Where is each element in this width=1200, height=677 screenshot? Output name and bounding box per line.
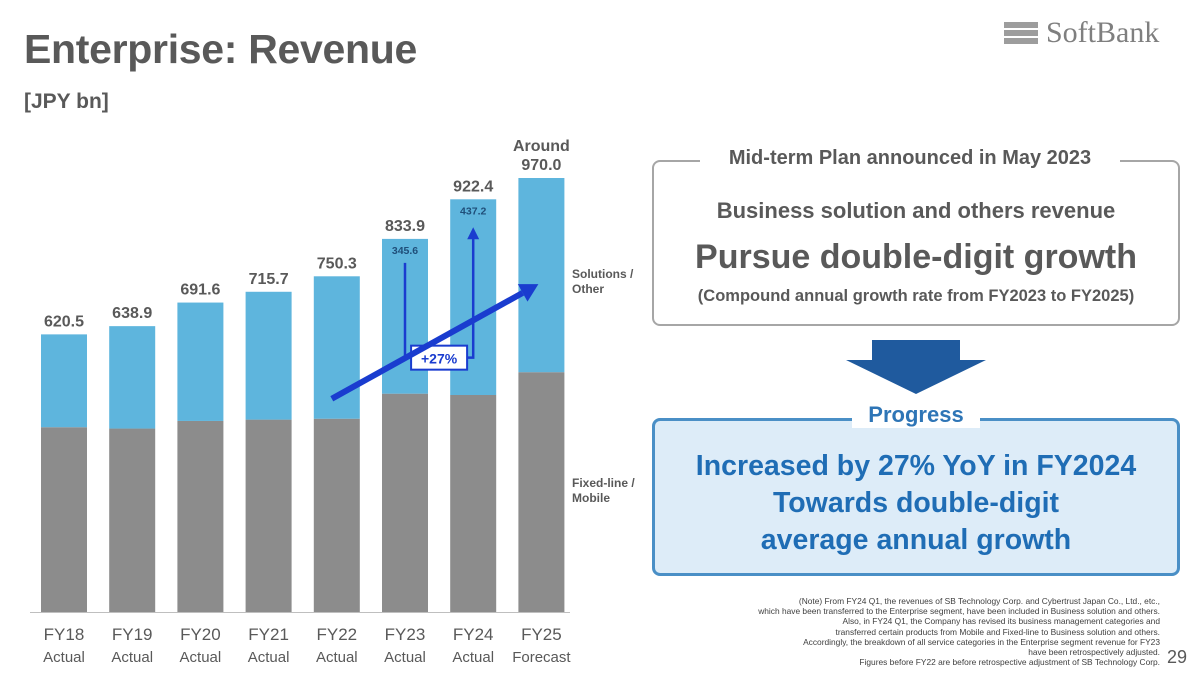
- total-label: 833.9: [385, 218, 425, 235]
- bar-solutions-other: [109, 326, 156, 429]
- category-label: FY22: [316, 625, 357, 644]
- progress-heading: Progress: [852, 402, 980, 428]
- plan-line-2: Pursue double-digit growth: [695, 238, 1137, 276]
- segment-value-label: 437.2: [460, 205, 486, 217]
- category-label: FY20: [180, 625, 221, 644]
- category-sublabel: Actual: [452, 649, 494, 666]
- bar-solutions-other: [41, 334, 87, 428]
- note-line: (Note) From FY24 Q1, the revenues of SB …: [798, 596, 1160, 606]
- logo-text: SoftBank: [1046, 16, 1160, 49]
- bar-fixed-line-mobile: [41, 427, 87, 612]
- bar-solutions-other: [177, 302, 224, 421]
- bar-fixed-line-mobile: [450, 395, 497, 612]
- logo-bars-icon: [1004, 20, 1038, 46]
- total-label: 922.4: [453, 178, 493, 195]
- page-title: Enterprise: Revenue: [24, 26, 418, 72]
- category-sublabel: Actual: [384, 649, 426, 666]
- revenue-chart: 620.5 FY18 Actual 638.9 FY19 Actual 691.6 FY20 A…: [30, 138, 635, 666]
- total-label: 970.0: [521, 157, 561, 174]
- footnote: (Note) From FY24 Q1, the revenues of SB …: [640, 596, 1160, 667]
- growth-badge-label: +27%: [421, 351, 458, 367]
- bar-fixed-line-mobile: [245, 419, 292, 612]
- note-line: Figures before FY22 are before retrospec…: [859, 657, 1160, 668]
- legend-solutions-other: Other: [572, 282, 604, 296]
- bar-fixed-line-mobile: [518, 372, 565, 612]
- progress-line-2: Towards double-digit: [772, 487, 1060, 519]
- category-sublabel: Actual: [316, 649, 358, 666]
- progress-text: Increased by 27% YoY in FY2024 Towards d…: [652, 448, 1180, 559]
- bar-fixed-line-mobile: [382, 393, 428, 612]
- category-label: FY23: [385, 625, 426, 644]
- note-line: have been retrospectively adjusted.: [1028, 647, 1160, 658]
- note-line: transferred certain products from Mobile…: [835, 626, 1160, 637]
- category-label: FY24: [453, 625, 494, 644]
- category-sublabel: Forecast: [512, 649, 571, 666]
- legend-fixed-line-mobile: Mobile: [572, 491, 610, 505]
- total-label: 750.3: [317, 255, 357, 272]
- category-label: FY19: [112, 625, 153, 644]
- note-line: Also, in FY24 Q1, the Company has revise…: [842, 616, 1161, 627]
- category-label: FY18: [44, 625, 85, 644]
- total-label: 715.7: [249, 271, 289, 288]
- page-number: 29: [1167, 647, 1188, 667]
- note-line: Accordingly, the breakdown of all servic…: [803, 636, 1160, 647]
- category-sublabel: Actual: [43, 649, 85, 666]
- progress-line-1: Increased by 27% YoY in FY2024: [695, 450, 1137, 482]
- total-label: 620.5: [44, 313, 84, 330]
- plan-line-3: (Compound annual growth rate from FY2023…: [697, 287, 1135, 305]
- bar-fixed-line-mobile: [177, 420, 224, 612]
- trend-arrowhead-icon: [517, 284, 539, 302]
- progress-line-3: average annual growth: [760, 524, 1072, 556]
- legend-solutions-other: Solutions /: [572, 267, 634, 281]
- category-label: FY21: [248, 625, 289, 644]
- legend-fixed-line-mobile: Fixed-line /: [572, 476, 635, 490]
- unit-label: [JPY bn]: [24, 90, 109, 113]
- growth-arrowhead-icon: [467, 227, 480, 240]
- trend-arrow-shaft: [330, 290, 525, 402]
- plan-line-1: Business solution and others revenue: [716, 198, 1116, 223]
- total-label: 638.9: [112, 305, 152, 322]
- bar-fixed-line-mobile: [313, 418, 360, 612]
- plan-heading: Mid-term Plan announced in May 2023: [700, 147, 1120, 170]
- softbank-logo: SoftBank: [1004, 16, 1159, 50]
- category-sublabel: Actual: [111, 649, 153, 666]
- total-label: 691.6: [180, 282, 220, 299]
- total-prefix-label: Around: [513, 138, 570, 155]
- bar-solutions-other: [245, 291, 292, 420]
- bar-solutions-other: [518, 178, 565, 373]
- note-line: which have been transferred to the Enter…: [758, 606, 1160, 617]
- bar-fixed-line-mobile: [109, 428, 156, 612]
- category-label: FY25: [521, 625, 562, 644]
- down-arrow-icon: [846, 340, 986, 394]
- category-sublabel: Actual: [248, 649, 290, 666]
- category-sublabel: Actual: [180, 649, 222, 666]
- segment-value-label: 345.6: [392, 245, 418, 257]
